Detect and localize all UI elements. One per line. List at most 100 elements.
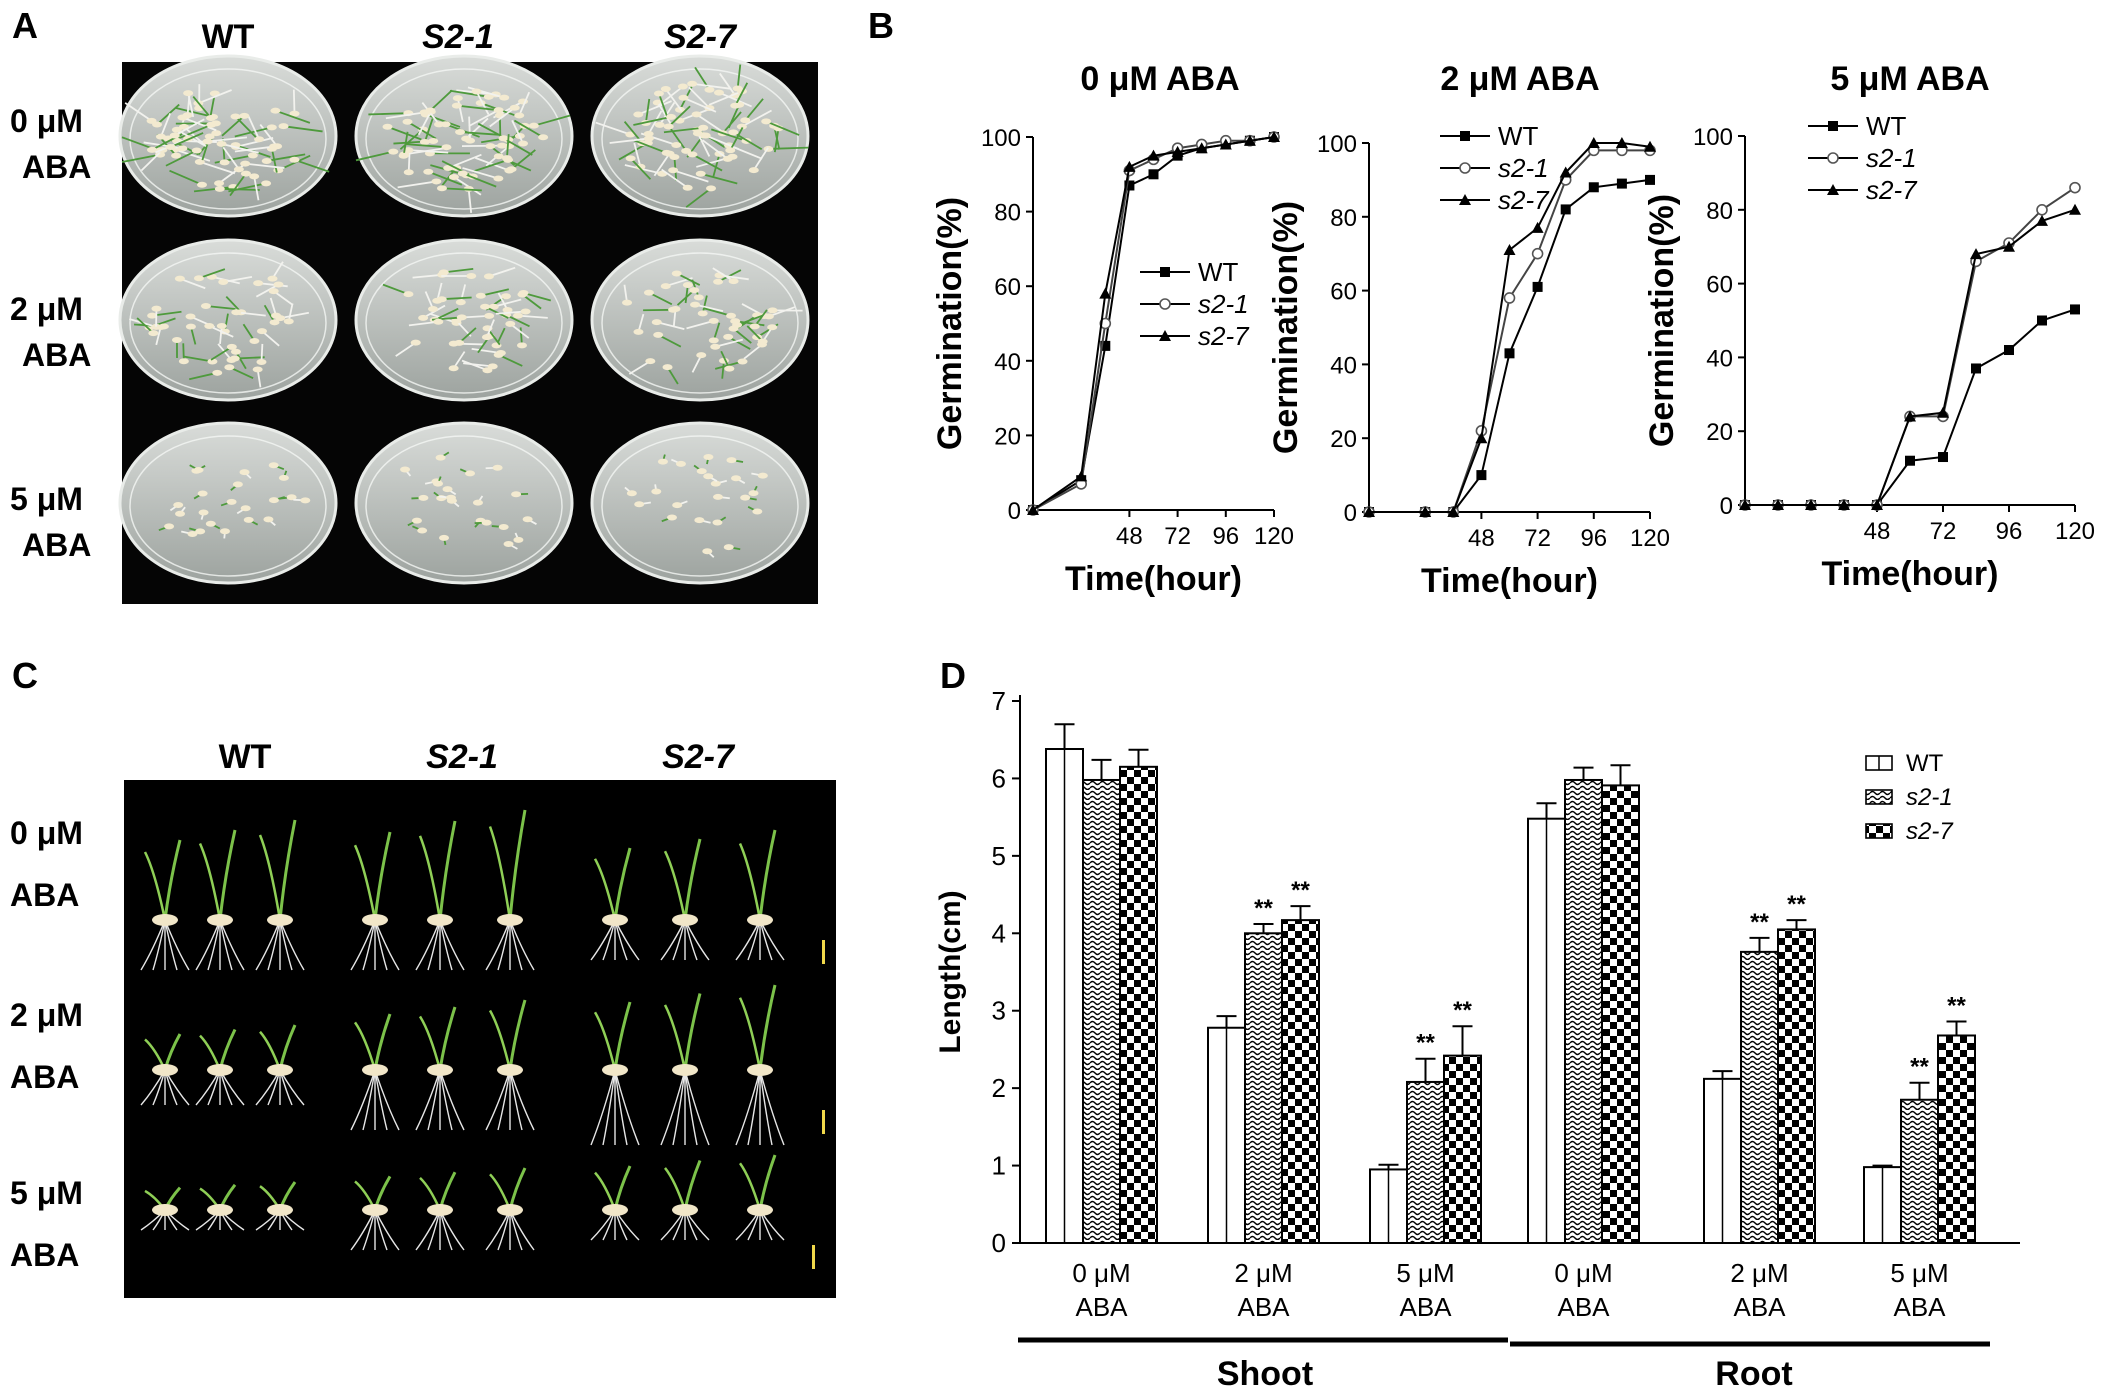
marker-square bbox=[1905, 455, 1915, 466]
seedling-stroke bbox=[736, 64, 742, 89]
marker-circle bbox=[1827, 152, 1839, 164]
seed bbox=[435, 454, 446, 461]
marker-square bbox=[1100, 340, 1111, 351]
seed bbox=[200, 302, 211, 309]
marker-triangle bbox=[1772, 499, 1784, 510]
marker-square bbox=[1616, 178, 1627, 189]
shoot bbox=[508, 809, 527, 921]
y-axis-label: Germination(%) bbox=[931, 197, 969, 450]
seedling-stroke bbox=[509, 323, 530, 339]
x-tick-label: 96 bbox=[1212, 523, 1239, 550]
seedling-stroke bbox=[533, 114, 571, 127]
marker-triangle bbox=[1219, 138, 1232, 150]
seed bbox=[666, 514, 677, 521]
row-label-aba: ABA bbox=[22, 527, 91, 563]
shoot bbox=[758, 984, 777, 1071]
shoot bbox=[508, 999, 527, 1071]
seedling-stroke bbox=[275, 109, 311, 124]
seedling-stroke bbox=[256, 369, 262, 388]
seedling-stroke bbox=[472, 159, 509, 173]
y-tick-label: 20 bbox=[1706, 419, 1733, 446]
seed bbox=[502, 307, 513, 314]
seed bbox=[662, 364, 673, 371]
seedling-stroke bbox=[521, 293, 542, 310]
bar-s2-7 bbox=[1443, 1054, 1482, 1244]
marker-triangle bbox=[1195, 142, 1208, 154]
seedling-stroke bbox=[475, 91, 490, 115]
seedling-photo-content bbox=[140, 809, 825, 1269]
legend-swatch bbox=[1865, 823, 1893, 839]
root bbox=[759, 1069, 773, 1146]
seed bbox=[218, 278, 229, 285]
seedling-stroke bbox=[429, 89, 453, 112]
seed bbox=[195, 528, 206, 535]
seed bbox=[681, 147, 692, 154]
panel-letter-d: D bbox=[940, 655, 966, 696]
seed bbox=[691, 111, 702, 118]
y-tick-label: 5 bbox=[992, 841, 1006, 871]
seedling-stroke bbox=[719, 72, 737, 97]
scale-bar bbox=[822, 940, 825, 964]
seed bbox=[698, 124, 709, 131]
seed bbox=[767, 324, 778, 331]
seedling-stroke bbox=[692, 82, 732, 90]
seed bbox=[164, 523, 175, 530]
seed bbox=[713, 278, 724, 285]
seed bbox=[713, 89, 724, 96]
seed bbox=[174, 275, 185, 282]
germination-chart-5uM: 5 μM ABA 0 20 40 60 80 100 48 72 96 120 Time(hour) G… bbox=[1643, 60, 2095, 593]
bar-s2-7 bbox=[1119, 765, 1158, 1244]
seed bbox=[730, 102, 741, 109]
seed bbox=[695, 170, 706, 177]
seed bbox=[452, 95, 463, 102]
seed bbox=[602, 914, 628, 926]
seed bbox=[427, 305, 438, 312]
seed bbox=[219, 528, 230, 535]
seed bbox=[417, 527, 428, 534]
legend-label-s2-1: s2-1 bbox=[1498, 153, 1549, 183]
seedling-stroke bbox=[712, 322, 721, 341]
y-tick-label: 1 bbox=[992, 1151, 1006, 1181]
shoot bbox=[683, 993, 702, 1071]
seed bbox=[267, 1204, 293, 1216]
x-tick-label: 72 bbox=[1164, 523, 1191, 550]
seed bbox=[669, 153, 680, 160]
bar-s2-7 bbox=[1281, 919, 1320, 1244]
seedling-stroke bbox=[425, 113, 461, 128]
seed bbox=[661, 149, 672, 156]
series-line-s2-7 bbox=[1032, 136, 1275, 511]
seed bbox=[757, 472, 768, 479]
marker-triangle bbox=[1099, 287, 1112, 299]
seed bbox=[158, 323, 169, 330]
seed bbox=[682, 282, 693, 289]
seed bbox=[253, 280, 264, 287]
seed bbox=[267, 914, 293, 926]
petri-dish bbox=[590, 238, 810, 402]
seed bbox=[275, 315, 286, 322]
seed bbox=[239, 112, 250, 119]
seedling-stroke bbox=[694, 303, 724, 313]
chart-title: 0 μM ABA bbox=[1080, 60, 1239, 98]
seed bbox=[155, 151, 166, 158]
seed bbox=[254, 136, 265, 143]
seed bbox=[485, 143, 496, 150]
seed bbox=[504, 167, 515, 174]
y-axis-label: Germination(%) bbox=[1267, 201, 1305, 454]
seed bbox=[300, 497, 311, 504]
seedling-stroke bbox=[397, 180, 437, 189]
seed bbox=[633, 111, 644, 118]
seedling-stroke bbox=[729, 127, 744, 151]
seedling-stroke bbox=[219, 188, 260, 191]
seed bbox=[175, 510, 186, 517]
seed bbox=[165, 143, 176, 150]
seed bbox=[710, 343, 721, 350]
row-label-0uM: 0 μM bbox=[10, 103, 83, 139]
seed bbox=[493, 351, 504, 358]
seed bbox=[516, 342, 527, 349]
root bbox=[759, 1069, 785, 1146]
shoot-leaf bbox=[198, 842, 222, 921]
seed bbox=[675, 460, 686, 467]
row-label-5uM: 5 μM bbox=[10, 481, 83, 517]
seedling-stroke bbox=[718, 91, 752, 108]
petri-dish-rim bbox=[601, 435, 799, 577]
